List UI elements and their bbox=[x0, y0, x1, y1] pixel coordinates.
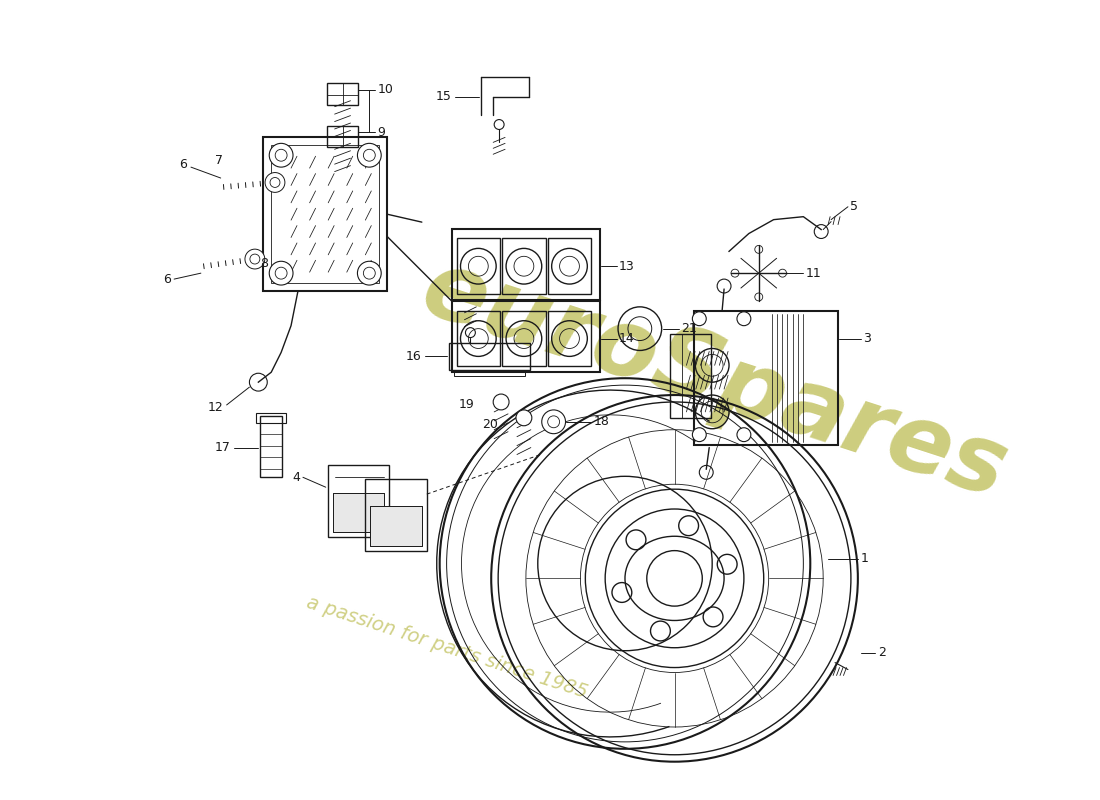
Text: 10: 10 bbox=[377, 83, 393, 96]
Circle shape bbox=[692, 428, 706, 442]
Circle shape bbox=[737, 428, 751, 442]
Bar bbox=[670, 334, 712, 418]
Bar bbox=[272, 146, 379, 283]
Bar bbox=[453, 370, 525, 376]
Circle shape bbox=[516, 410, 531, 426]
Bar bbox=[332, 493, 384, 532]
Circle shape bbox=[493, 394, 509, 410]
Text: 14: 14 bbox=[619, 332, 635, 345]
Text: 18: 18 bbox=[593, 415, 609, 428]
Circle shape bbox=[692, 312, 706, 326]
Circle shape bbox=[737, 312, 751, 326]
Text: 1: 1 bbox=[861, 552, 869, 565]
Bar bbox=[327, 83, 359, 105]
Bar bbox=[365, 479, 427, 550]
Text: 11: 11 bbox=[805, 266, 821, 280]
Bar bbox=[256, 413, 286, 422]
Bar bbox=[327, 126, 359, 147]
Bar bbox=[261, 416, 282, 478]
Text: euroSpares: euroSpares bbox=[410, 242, 1019, 518]
Text: 19: 19 bbox=[459, 398, 474, 411]
Circle shape bbox=[265, 173, 285, 192]
Bar bbox=[328, 466, 389, 537]
Circle shape bbox=[270, 262, 293, 285]
Bar bbox=[456, 238, 501, 294]
Text: 15: 15 bbox=[436, 90, 452, 103]
Bar bbox=[502, 238, 546, 294]
Bar bbox=[332, 493, 384, 532]
Circle shape bbox=[245, 249, 265, 269]
Text: 6: 6 bbox=[179, 158, 187, 170]
Circle shape bbox=[358, 262, 382, 285]
Text: 3: 3 bbox=[862, 332, 871, 345]
Text: 7: 7 bbox=[214, 154, 222, 166]
Bar bbox=[449, 342, 530, 370]
Text: 21: 21 bbox=[682, 322, 697, 335]
Bar bbox=[502, 311, 546, 366]
Bar bbox=[263, 138, 387, 291]
Text: 20: 20 bbox=[482, 418, 498, 431]
Bar bbox=[371, 506, 421, 546]
Bar bbox=[452, 301, 601, 372]
Text: a passion for parts since 1985: a passion for parts since 1985 bbox=[304, 593, 590, 702]
Bar bbox=[694, 311, 838, 445]
Text: 8: 8 bbox=[261, 257, 268, 270]
Text: 4: 4 bbox=[293, 470, 300, 484]
Circle shape bbox=[541, 410, 565, 434]
Bar bbox=[456, 311, 501, 366]
Text: 12: 12 bbox=[208, 402, 223, 414]
Text: 9: 9 bbox=[377, 126, 385, 139]
Circle shape bbox=[270, 143, 293, 167]
Text: 17: 17 bbox=[214, 441, 231, 454]
Text: 6: 6 bbox=[163, 273, 172, 286]
Text: 2: 2 bbox=[878, 646, 886, 659]
Bar bbox=[548, 238, 592, 294]
Bar bbox=[548, 311, 592, 366]
Text: 13: 13 bbox=[619, 260, 635, 273]
Text: 5: 5 bbox=[850, 200, 858, 214]
Bar bbox=[452, 229, 601, 300]
Circle shape bbox=[358, 143, 382, 167]
Text: 16: 16 bbox=[406, 350, 421, 363]
Bar bbox=[371, 506, 421, 546]
